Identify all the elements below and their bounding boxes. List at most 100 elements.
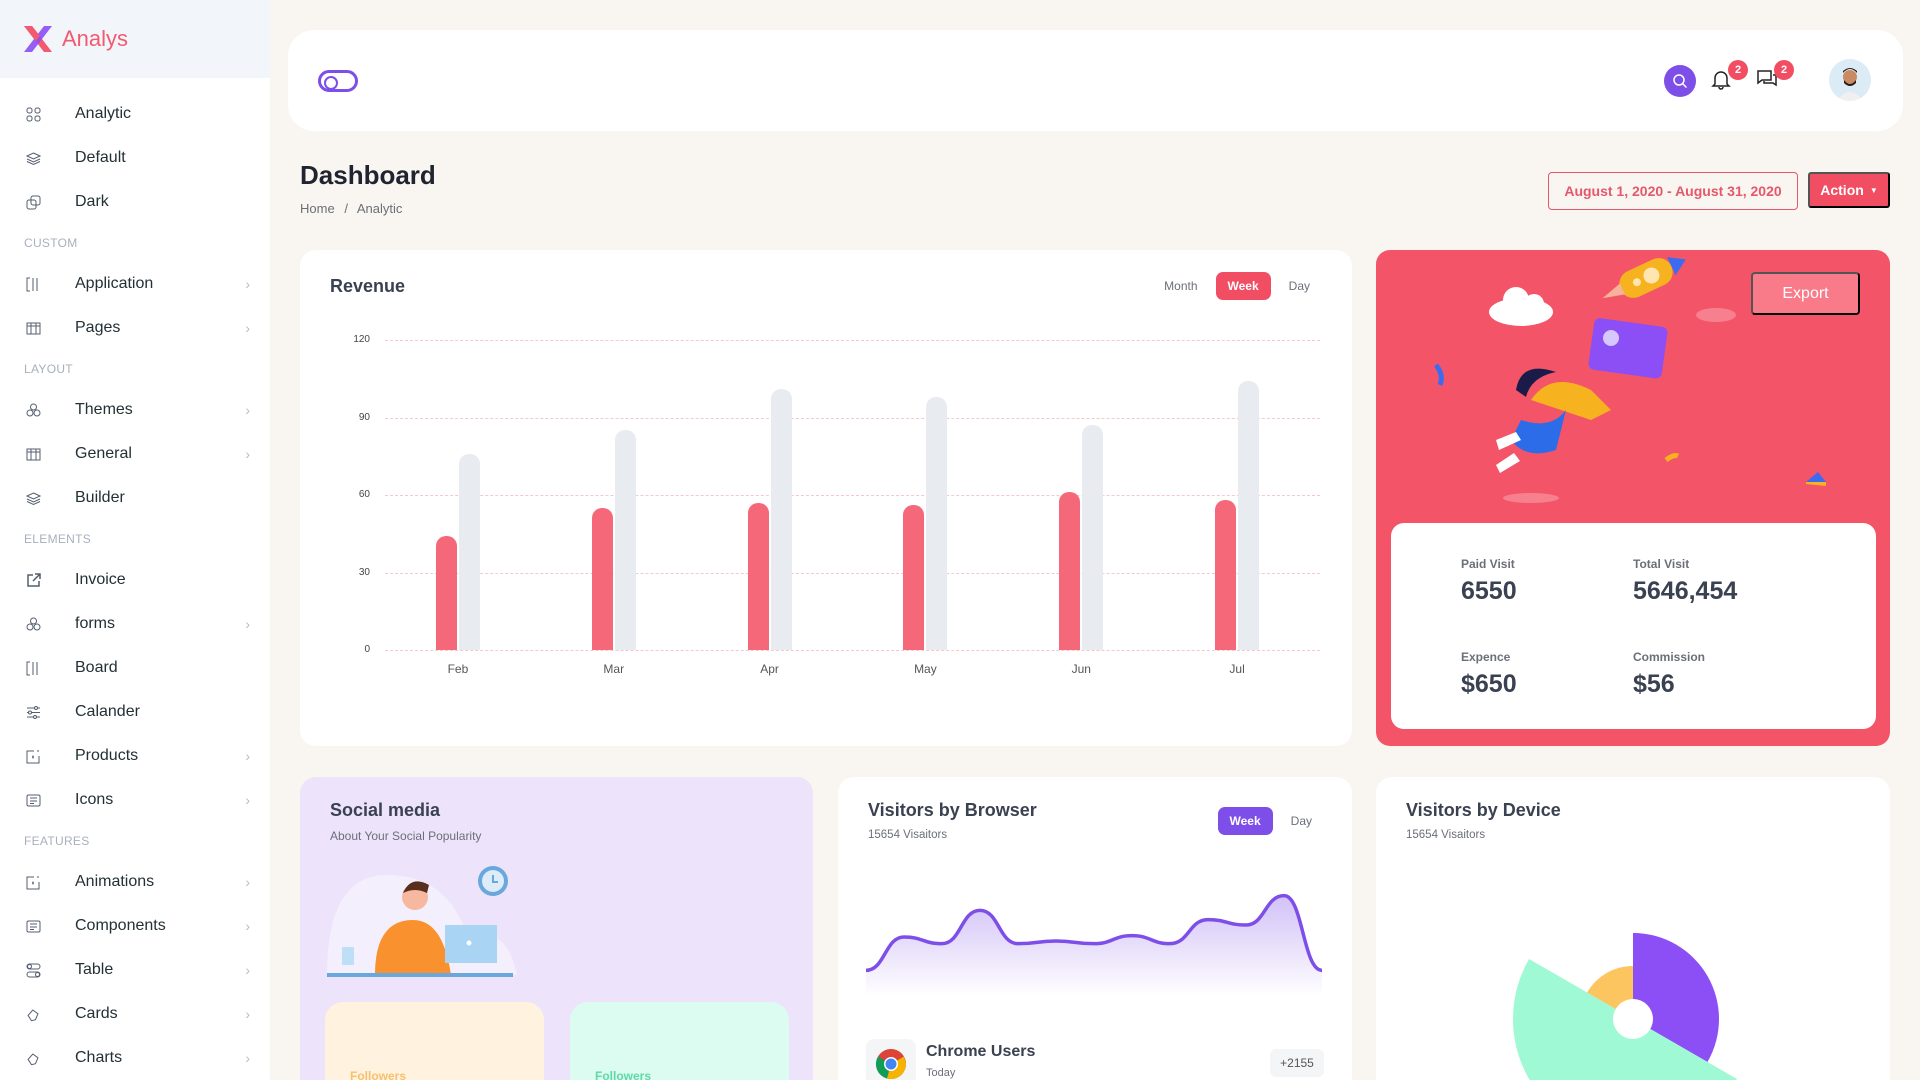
page-title: Dashboard — [300, 160, 436, 190]
gridline — [385, 340, 1320, 341]
toggle-list-icon — [25, 962, 41, 978]
table-icon — [25, 446, 41, 462]
bar-mar-2[interactable] — [614, 430, 636, 650]
logo[interactable]: Analys — [0, 0, 270, 78]
date-range-picker[interactable]: August 1, 2020 - August 31, 2020 — [1548, 172, 1798, 210]
chevron-right-icon: › — [245, 962, 250, 978]
sidebar-item-calander[interactable]: Calander — [0, 690, 270, 734]
bar-apr-2[interactable] — [770, 389, 792, 650]
sidebar-item-general[interactable]: General › — [0, 432, 270, 476]
caret-down-icon: ▼ — [1869, 185, 1878, 195]
followers-card-1[interactable]: Followers — [325, 1002, 544, 1080]
chevron-right-icon: › — [245, 402, 250, 418]
bar-jun-1[interactable] — [1059, 492, 1081, 650]
tab-day[interactable]: Day — [1290, 814, 1312, 828]
sidebar-item-animations[interactable]: Animations › — [0, 860, 270, 904]
browser-delta-badge: +2155 — [1270, 1049, 1324, 1077]
device-polar-chart — [1513, 933, 1737, 1080]
sidebar-item-invoice[interactable]: Invoice — [0, 558, 270, 602]
sidebar-item-analytic[interactable]: Analytic — [0, 92, 270, 136]
sidebar-item-cards[interactable]: Cards › — [0, 992, 270, 1036]
avatar-person-icon — [1837, 68, 1863, 101]
notifications-button[interactable]: 2 — [1710, 60, 1748, 94]
sidebar-item-themes[interactable]: Themes › — [0, 388, 270, 432]
tab-day[interactable]: Day — [1288, 279, 1310, 293]
bar-jul-1[interactable] — [1215, 500, 1237, 650]
bar-mar-1[interactable] — [591, 507, 613, 650]
sidebar-item-components[interactable]: Components › — [0, 904, 270, 948]
sidebar-item-label: Application — [75, 275, 154, 292]
stat-commission: Commission $56 — [1633, 650, 1705, 699]
tab-week[interactable]: Week — [1217, 807, 1273, 835]
action-label: Action — [1820, 182, 1864, 198]
bar-may-1[interactable] — [903, 505, 925, 650]
sidebar-toggle-icon[interactable] — [318, 70, 358, 92]
browser-area-chart — [866, 893, 1322, 997]
chevron-right-icon: › — [245, 276, 250, 292]
sidebar-item-table[interactable]: Table › — [0, 948, 270, 992]
stat-value: $56 — [1633, 670, 1675, 698]
sidebar-item-icons[interactable]: Icons › — [0, 778, 270, 822]
logo-x-icon — [24, 26, 52, 52]
bar-feb-2[interactable] — [458, 453, 480, 650]
followers-label: Followers — [350, 1069, 407, 1080]
y-tick-label: 90 — [358, 411, 370, 423]
bar-may-2[interactable] — [926, 396, 948, 650]
bar-jun-2[interactable] — [1082, 425, 1104, 650]
sidebar-item-label: Invoice — [75, 571, 126, 588]
bar-jul-2[interactable] — [1238, 381, 1260, 650]
sidebar-item-charts[interactable]: Charts › — [0, 1036, 270, 1080]
sidebar-item-label: General — [75, 445, 132, 462]
cubes-icon — [25, 402, 41, 418]
chrome-icon — [866, 1039, 916, 1080]
user-avatar[interactable] — [1829, 59, 1871, 101]
messages-badge: 2 — [1774, 60, 1794, 80]
sidebar-item-application[interactable]: Application › — [0, 262, 270, 306]
chevron-right-icon: › — [245, 1006, 250, 1022]
bar-feb-1[interactable] — [435, 536, 457, 650]
export-button[interactable]: Export — [1751, 272, 1860, 315]
bar-apr-1[interactable] — [747, 502, 769, 650]
action-dropdown-button[interactable]: Action ▼ — [1808, 172, 1890, 208]
sidebar-item-label: Builder — [75, 489, 125, 506]
sidebar-item-label: Charts — [75, 1049, 123, 1066]
sidebar-item-label: Animations — [75, 873, 155, 890]
revenue-period-tabs: Month Week Day — [1152, 272, 1322, 300]
breadcrumb-current: Analytic — [356, 201, 403, 216]
breadcrumb-home[interactable]: Home — [300, 201, 335, 216]
layers-icon — [25, 490, 41, 506]
sidebar-item-dark[interactable]: Dark — [0, 180, 270, 224]
followers-card-2[interactable]: Followers — [570, 1002, 789, 1080]
sparkle-icon — [25, 748, 41, 764]
search-icon — [1673, 74, 1688, 89]
sidebar-item-default[interactable]: Default — [0, 136, 270, 180]
sidebar-item-board[interactable]: Board — [0, 646, 270, 690]
browser-period: Today — [926, 1067, 956, 1079]
chevron-right-icon: › — [245, 748, 250, 764]
y-tick-label: 60 — [358, 489, 370, 500]
gridline — [385, 495, 1320, 496]
tab-month[interactable]: Month — [1164, 279, 1198, 293]
stat-expence: Expence $650 — [1461, 650, 1517, 699]
gridline — [385, 650, 1320, 651]
sidebar-item-products[interactable]: Products › — [0, 734, 270, 778]
browser-name: Chrome Users — [926, 1043, 1036, 1060]
chevron-right-icon: › — [245, 616, 250, 632]
browser-row-chrome[interactable]: Chrome Users Today +2155 — [866, 1039, 1324, 1080]
sidebar-item-builder[interactable]: Builder — [0, 476, 270, 520]
chevron-right-icon: › — [245, 792, 250, 808]
stat-label: Paid Visit — [1461, 557, 1515, 571]
sidebar-section-layout: LAYOUT — [24, 362, 73, 376]
tab-week[interactable]: Week — [1215, 272, 1271, 300]
y-tick-label: 30 — [358, 566, 370, 578]
sidebar-item-pages[interactable]: Pages › — [0, 306, 270, 350]
sidebar-item-forms[interactable]: forms › — [0, 602, 270, 646]
sidebar-item-label: Themes — [75, 401, 133, 418]
sidebar-item-label: Dark — [75, 193, 109, 210]
social-subtitle: About Your Social Popularity — [330, 829, 482, 843]
messages-button[interactable]: 2 — [1756, 60, 1794, 94]
x-tick-label: Mar — [603, 662, 625, 676]
grid-icon — [25, 106, 41, 122]
sidebar-item-label: forms — [75, 615, 115, 632]
search-button[interactable] — [1664, 65, 1696, 97]
